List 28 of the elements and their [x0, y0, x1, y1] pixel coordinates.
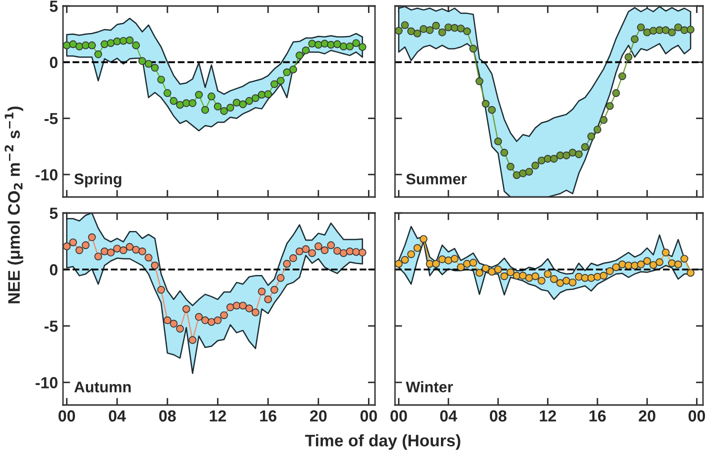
x-tick-label: 00: [58, 410, 76, 422]
x-tick-label: 08: [490, 410, 506, 422]
annotation: Spring: [74, 173, 122, 188]
x-tick-label: 04: [108, 410, 126, 422]
y-tick-label: 5: [50, 0, 58, 12]
x-tick-label: 00: [390, 410, 407, 422]
x-tick-label: 20: [638, 410, 656, 422]
x-tick-label: 08: [159, 410, 176, 422]
x-tick-label: 12: [540, 410, 556, 422]
annotation: Summer: [406, 174, 467, 184]
x-axis-title: Time of day (Hours): [305, 434, 460, 450]
x-tick-label: 20: [310, 410, 327, 422]
y-tick-label: 0: [50, 264, 58, 276]
x-tick-label: 16: [590, 410, 606, 422]
y-tick-label: 0: [50, 56, 58, 68]
x-tick-label: 00: [360, 410, 377, 422]
y-tick-label: -5: [44, 113, 58, 124]
x-tick-label: 04: [440, 410, 458, 422]
x-tick-label: 00: [688, 410, 706, 422]
y-tick-label: 5: [50, 208, 58, 219]
annotation: Winter: [406, 381, 453, 392]
x-tick-label: 12: [210, 410, 226, 422]
y-tick-label: -10: [36, 377, 58, 388]
x-tick-label: 16: [260, 410, 276, 422]
y-tick-label: -5: [44, 320, 58, 332]
y-axis-title: NEE (μmol CO$_{2}$ m$^{−2}$ s$^{−1}$): [4, 106, 24, 304]
y-tick-label: -10: [36, 169, 58, 180]
annotation: Autumn: [74, 382, 131, 392]
